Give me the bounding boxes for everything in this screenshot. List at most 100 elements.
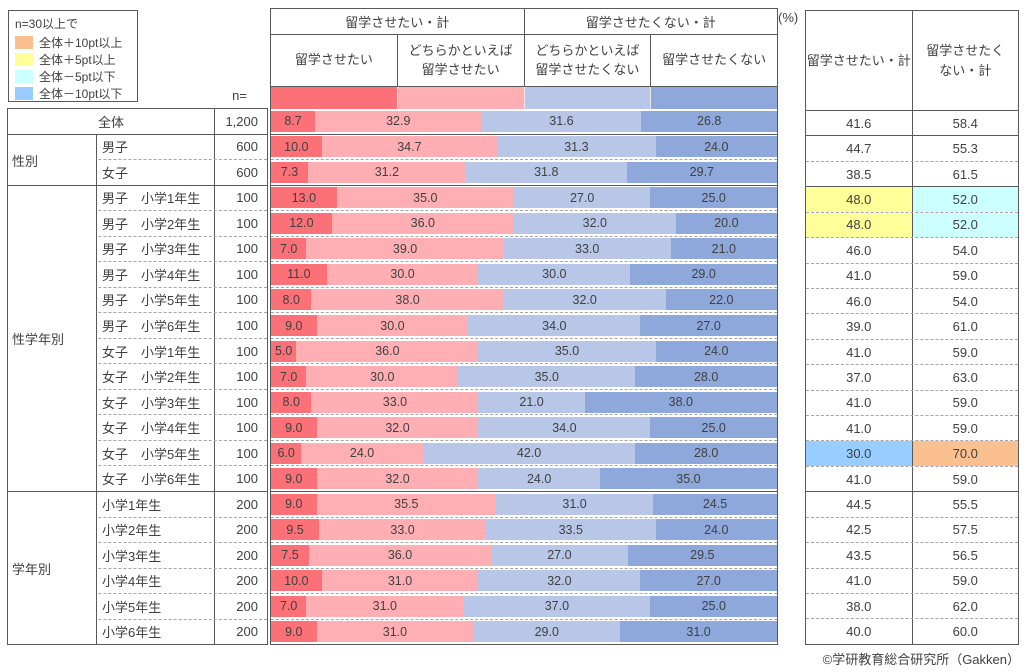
totals-row: 41.0 59.0 <box>806 389 1019 416</box>
legend-item: 全体－5pt以下 <box>15 68 131 84</box>
want-total-value: 30.0 <box>806 441 912 466</box>
bar-segment: 27.0 <box>640 315 777 337</box>
not-want-total-value: 52.0 <box>911 187 1018 212</box>
bar-segment: 29.0 <box>473 621 621 643</box>
bar-segment: 32.0 <box>503 289 666 311</box>
want-total-value: 38.5 <box>846 166 872 182</box>
not-want-total-value: 59.0 <box>911 263 1019 288</box>
row-label: 女子 <box>102 165 129 181</box>
legend-label: 全体－10pt以下 <box>39 86 123 101</box>
row-n: 100 <box>214 389 267 415</box>
bar-segment: 34.7 <box>321 136 498 158</box>
totals-header-col2: 留学させたく ない・計 <box>911 11 1018 111</box>
group-label: 学年別 <box>8 491 97 644</box>
bar-segment: 7.5 <box>271 544 309 566</box>
group-label: 性学年別 <box>8 185 97 492</box>
totals-row: 41.0 59.0 <box>806 262 1019 288</box>
bar-segment: 21.0 <box>478 391 585 413</box>
group-label: 性別 <box>8 134 97 186</box>
totals-row: 41.0 59.0 <box>806 465 1018 492</box>
totals-row: 48.0 52.0 <box>806 186 1018 212</box>
want-total-value: 41.0 <box>846 395 872 411</box>
totals-row: 41.0 59.0 <box>806 567 1019 594</box>
bar-row: 9.0 30.0 34.0 27.0 <box>271 312 777 338</box>
not-want-total-value: 56.5 <box>911 543 1019 568</box>
stacked-bar: 9.0 32.0 24.0 35.0 <box>271 468 777 490</box>
bar-segment: 31.0 <box>496 493 654 515</box>
totals-row: 44.5 55.5 <box>806 491 1018 517</box>
want-total-value: 46.0 <box>846 293 872 309</box>
category-row: 女子 小学5年生 100 <box>8 439 267 466</box>
stacked-bar: 11.0 30.0 30.0 29.0 <box>271 263 777 285</box>
want-total-value: 41.6 <box>846 115 872 131</box>
bar-segment: 36.0 <box>331 212 514 234</box>
bar-segment: 35.0 <box>458 366 636 388</box>
category-row: 小学6年生 200 <box>8 618 267 645</box>
totals-body: 41.6 58.4 44.7 55.3 38.5 61.5 48.0 52.0 48.0 52.0… <box>806 111 1018 644</box>
legend-label: 全体＋10pt以上 <box>39 35 123 50</box>
category-table: 全体 1,200 男子 600 女子 600 男子 小学1年生 100 男子 小学2年生 100 男… <box>7 108 268 645</box>
row-n: 200 <box>214 619 267 645</box>
bar-segment: 30.0 <box>478 263 631 285</box>
bar-segment: 24.0 <box>478 468 600 490</box>
bar-row: 7.3 31.2 31.8 29.7 <box>271 159 777 185</box>
category-row: 女子 小学2年生 100 <box>8 363 267 389</box>
totals-row: 30.0 70.0 <box>806 440 1018 466</box>
totals-table-header: 留学させたい・計 留学させたく ない・計 <box>806 11 1018 111</box>
row-n: 100 <box>214 415 267 440</box>
bar-segment: 21.0 <box>670 238 777 260</box>
bar-segment: 28.0 <box>635 366 777 388</box>
totals-row: 41.0 59.0 <box>806 338 1018 365</box>
category-row: 男子 小学6年生 100 <box>8 312 267 338</box>
row-label: 小学1年生 <box>102 497 162 513</box>
bar-segment: 35.0 <box>599 468 777 490</box>
stacked-bar: 6.0 24.0 42.0 28.0 <box>271 442 777 464</box>
row-n: 1,200 <box>214 109 267 134</box>
want-total-value: 41.0 <box>846 471 872 487</box>
category-row: 小学1年生 200 <box>8 490 267 517</box>
bar-segment: 32.0 <box>478 570 641 592</box>
bar-segment: 29.0 <box>630 263 777 285</box>
want-total-value: 37.0 <box>846 369 872 385</box>
not-want-total-value: 59.0 <box>911 568 1019 594</box>
bar-segment: 32.0 <box>513 212 676 234</box>
bar-segment: 31.6 <box>481 110 642 132</box>
bar-segment: 35.0 <box>336 187 514 209</box>
bar-segment: 36.0 <box>296 340 479 362</box>
legend-item: 全体－10pt以下 <box>15 85 131 101</box>
bar-segment: 7.3 <box>271 161 308 183</box>
legend-swatch <box>15 52 33 66</box>
swatch-cell <box>396 87 524 109</box>
stacked-bar: 9.5 33.0 33.5 24.0 <box>271 519 777 541</box>
segment-header: 留学させたい <box>271 35 397 87</box>
row-label: 女子 小学2年生 <box>102 370 201 386</box>
segment-header-row: 留学させたい どちらかといえば 留学させたい どちらかといえば 留学させたくない… <box>271 35 777 87</box>
bar-segment: 9.0 <box>271 315 317 337</box>
want-total-value: 44.5 <box>846 497 872 513</box>
bar-segment: 38.0 <box>584 391 777 413</box>
stacked-bar: 9.0 30.0 34.0 27.0 <box>271 315 777 337</box>
bar-segment: 31.0 <box>306 595 464 617</box>
bar-segment: 34.0 <box>468 315 641 337</box>
row-n: 100 <box>214 185 267 211</box>
bar-segment: 28.0 <box>635 442 777 464</box>
category-row: 小学2年生 200 <box>8 516 267 543</box>
want-total-value: 42.5 <box>846 522 872 538</box>
bar-segment: 30.0 <box>316 315 469 337</box>
row-label: 男子 <box>102 140 129 156</box>
row-label: 女子 小学1年生 <box>102 344 201 360</box>
not-want-total-value: 59.0 <box>911 416 1019 441</box>
not-want-total-value: 61.5 <box>911 161 1019 187</box>
bar-segment: 30.0 <box>326 263 479 285</box>
category-row: 男子 小学3年生 100 <box>8 235 267 262</box>
bar-segment: 7.0 <box>271 238 307 260</box>
bar-row: 12.0 36.0 32.0 20.0 <box>271 210 777 236</box>
bar-segment: 32.9 <box>315 110 482 132</box>
totals-row: 41.0 59.0 <box>806 415 1019 441</box>
not-want-total-value: 63.0 <box>911 365 1019 390</box>
bar-segment: 31.2 <box>307 161 466 183</box>
row-n: 100 <box>214 338 267 364</box>
bar-row: 9.5 33.0 33.5 24.0 <box>271 516 777 543</box>
not-want-total-value: 59.0 <box>911 390 1019 416</box>
